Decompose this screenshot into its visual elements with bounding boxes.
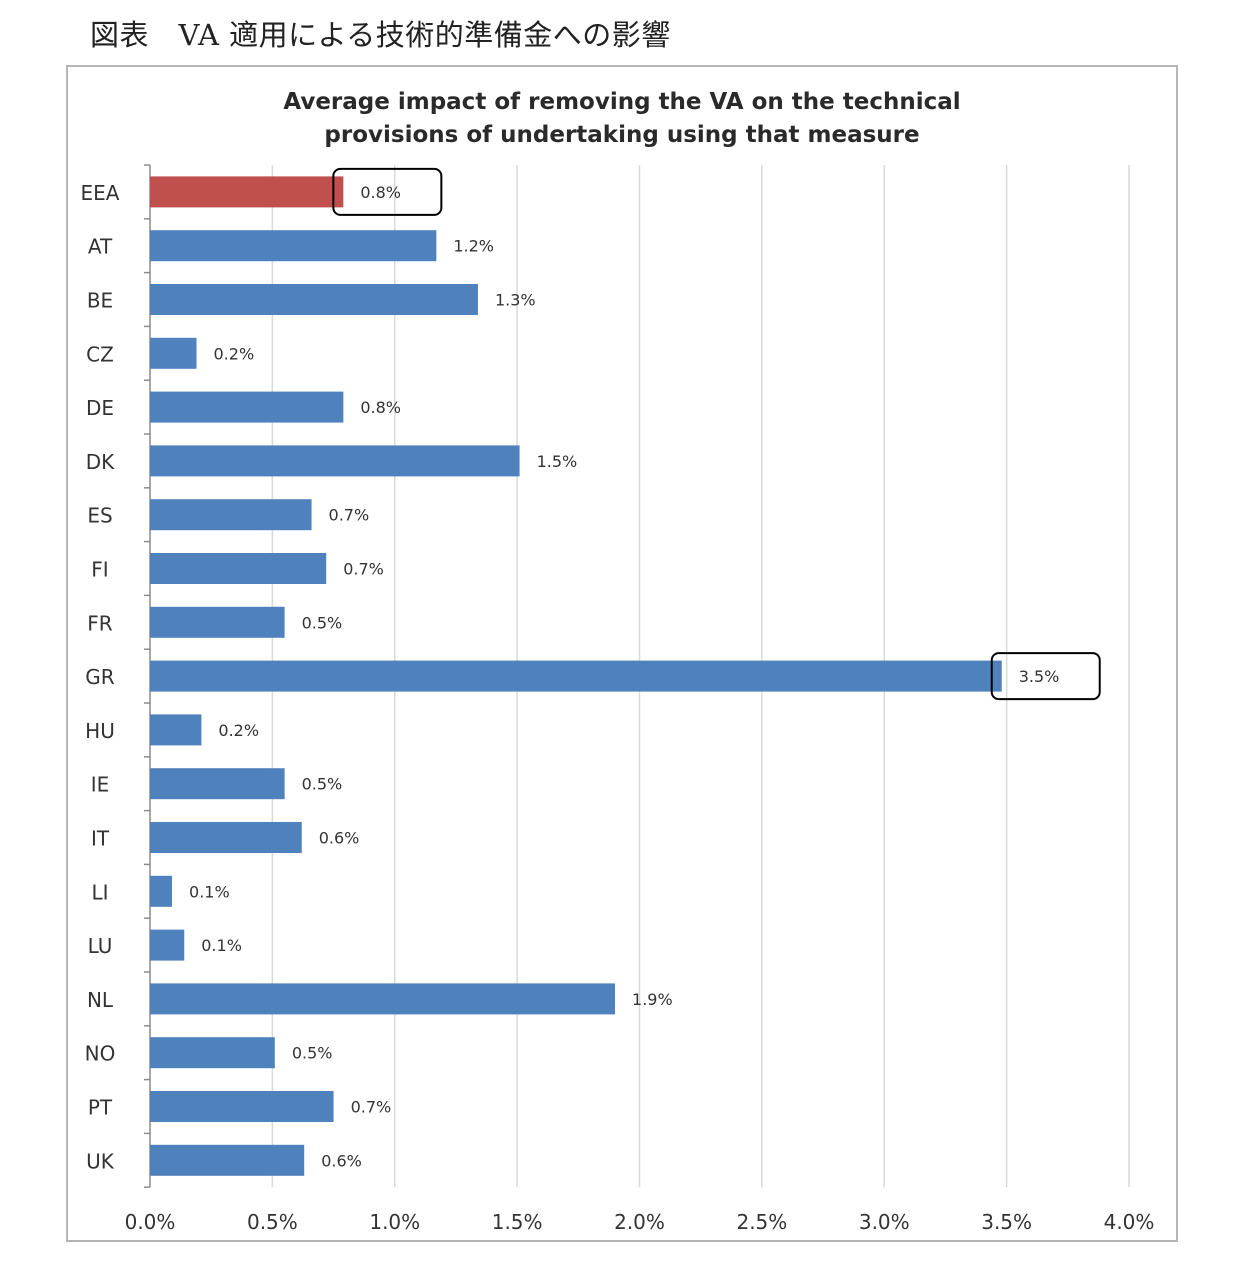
- category-label: GR: [85, 665, 114, 689]
- value-label: 0.7%: [343, 560, 384, 579]
- category-label: NO: [85, 1042, 116, 1066]
- bar-be: [150, 284, 478, 315]
- bar-dk: [150, 445, 520, 477]
- value-label: 0.8%: [360, 183, 401, 202]
- value-label: 0.5%: [302, 613, 343, 632]
- category-label: NL: [87, 988, 114, 1012]
- bar-de: [150, 391, 344, 423]
- value-label: 1.2%: [453, 237, 494, 256]
- bar-lu: [150, 929, 185, 961]
- figure-caption: 図表 VA 適用による技術的準備金への影響: [90, 18, 671, 52]
- value-label: 0.8%: [360, 398, 401, 417]
- bar-li: [150, 875, 173, 907]
- bar-fr: [150, 606, 285, 638]
- x-tick-label: 3.0%: [859, 1210, 910, 1234]
- value-label: 0.5%: [302, 775, 343, 794]
- value-label: 1.5%: [537, 452, 578, 471]
- bar-pt: [150, 1091, 334, 1122]
- x-tick-label: 0.5%: [247, 1210, 298, 1234]
- value-label: 0.6%: [319, 829, 360, 848]
- category-label: IT: [91, 827, 110, 851]
- category-label: EEA: [81, 181, 120, 205]
- chart-title-line-1: Average impact of removing the VA on the…: [283, 89, 961, 115]
- x-tick-label: 3.5%: [981, 1210, 1032, 1234]
- bar-hu: [150, 714, 202, 746]
- value-label: 1.9%: [632, 990, 673, 1009]
- bar-uk: [150, 1144, 305, 1176]
- value-label: 0.1%: [189, 882, 230, 901]
- value-label: 0.2%: [218, 721, 259, 740]
- value-label: 3.5%: [1019, 667, 1060, 686]
- value-label: 0.2%: [214, 344, 255, 363]
- category-label: DK: [86, 450, 115, 474]
- value-label: 0.7%: [351, 1098, 392, 1117]
- chart-title-line-2: provisions of undertaking using that mea…: [324, 122, 920, 148]
- value-label: 1.3%: [495, 291, 536, 310]
- bar-cz: [150, 337, 197, 369]
- bar-fi: [150, 553, 327, 584]
- bar-it: [150, 822, 302, 853]
- category-label: IE: [91, 773, 110, 797]
- value-label: 0.1%: [201, 936, 242, 955]
- chart-title: Average impact of removing the VA on the…: [66, 86, 1178, 152]
- category-label: LI: [91, 880, 108, 904]
- category-label: FR: [87, 611, 113, 635]
- category-label: LU: [88, 934, 113, 958]
- bar-gr: [150, 660, 1002, 692]
- category-label: CZ: [86, 342, 114, 366]
- x-tick-label: 2.5%: [736, 1210, 787, 1234]
- value-label: 0.7%: [329, 506, 370, 525]
- category-label: UK: [86, 1149, 115, 1173]
- bar-ie: [150, 768, 285, 800]
- bar-es: [150, 499, 312, 531]
- category-label: ES: [87, 504, 112, 528]
- category-label: HU: [85, 719, 115, 743]
- category-label: PT: [88, 1096, 113, 1120]
- bar-eea: [150, 176, 344, 208]
- x-tick-label: 4.0%: [1104, 1210, 1155, 1234]
- category-label: FI: [91, 558, 108, 582]
- category-label: BE: [87, 289, 113, 313]
- bar-at: [150, 230, 437, 262]
- highlight-box: [990, 652, 1101, 701]
- x-tick-label: 1.0%: [369, 1210, 420, 1234]
- x-tick-label: 0.0%: [125, 1210, 176, 1234]
- category-label: DE: [86, 396, 114, 420]
- value-label: 0.5%: [292, 1044, 333, 1063]
- x-tick-label: 1.5%: [492, 1210, 543, 1234]
- category-label: AT: [88, 235, 113, 259]
- bar-no: [150, 1037, 275, 1069]
- bar-nl: [150, 983, 616, 1015]
- x-tick-label: 2.0%: [614, 1210, 665, 1234]
- value-label: 0.6%: [321, 1151, 362, 1170]
- highlight-box: [332, 167, 443, 216]
